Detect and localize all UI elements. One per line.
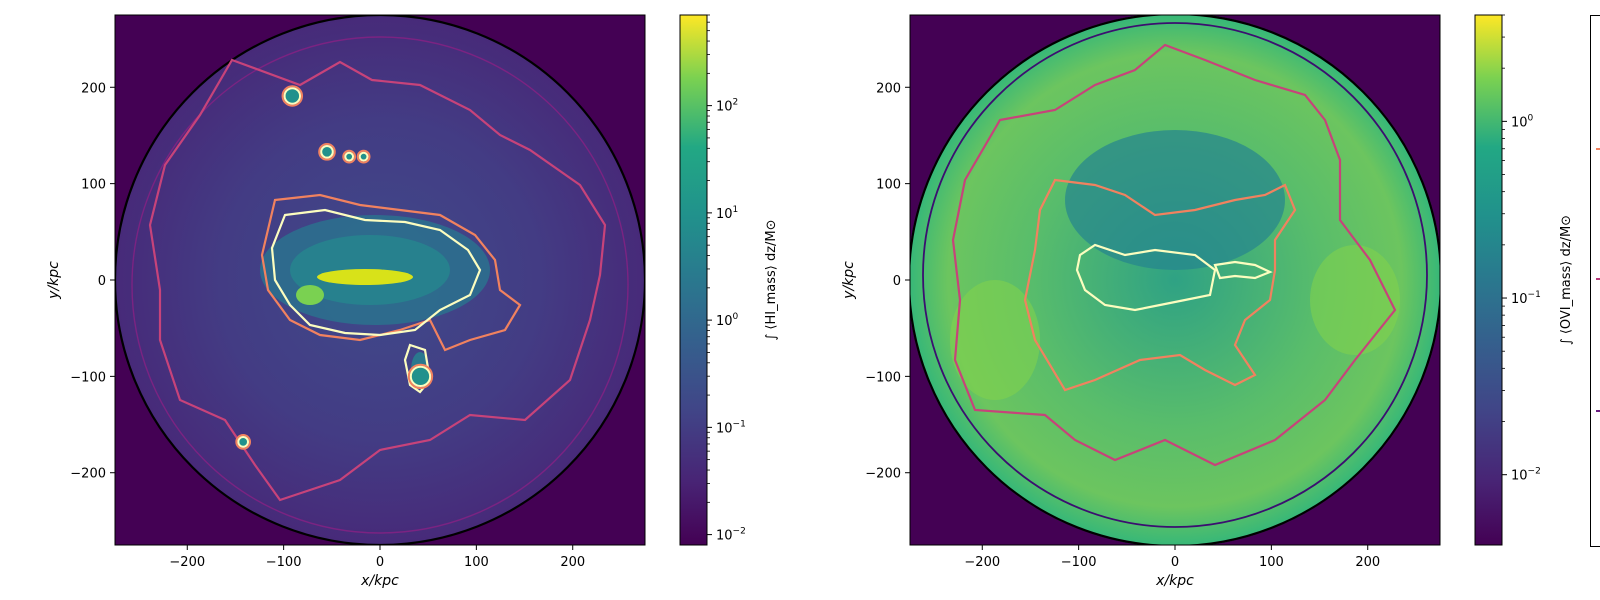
colorbar-tick-label: 10−1 — [1511, 290, 1541, 307]
contour-level-2 — [131, 36, 629, 534]
y-tick-label: −200 — [70, 467, 106, 482]
colorbar-tick-label: 101 — [716, 205, 738, 222]
disk-center-glow — [296, 285, 324, 305]
third-panel-marker-2 — [1596, 278, 1600, 280]
contour-level-2 — [922, 22, 1428, 528]
clump-core — [283, 87, 302, 105]
y-axis-label: y/kpc — [46, 261, 62, 300]
map-area — [115, 15, 645, 545]
clump-core — [344, 151, 355, 162]
x-tick-label: −100 — [266, 555, 302, 570]
colorbar-ticks: 10−2 10−1 100 101 102 — [707, 14, 746, 544]
y-axis: −200 −100 0 100 200 — [70, 81, 115, 482]
clump-core — [320, 145, 334, 159]
colorbar-tick-label: 102 — [716, 98, 738, 115]
colorbar-bar — [1474, 14, 1503, 546]
outer-bright-left — [950, 280, 1040, 400]
contours — [910, 15, 1440, 545]
y-tick-label: 200 — [81, 81, 106, 96]
x-tick-label: 200 — [560, 555, 585, 570]
inner-gas — [1065, 130, 1285, 270]
x-axis-label: x/kpc — [360, 573, 399, 589]
x-axis-label: x/kpc — [1155, 573, 1194, 589]
x-tick-label: 100 — [1259, 555, 1284, 570]
halo-region — [910, 15, 1440, 545]
colorbar-tick-label: 10−2 — [716, 527, 746, 544]
ovi-mass-chart: −200 −100 0 100 200 −200 −100 0 100 200 x/kpc y/… — [841, 14, 1574, 589]
contours — [115, 15, 645, 545]
clump-outer-contour — [235, 434, 252, 450]
contour-level-3 — [148, 58, 607, 502]
hi-mass-chart: −200 −100 0 100 200 −200 −100 0 100 200 x/kpc y/… — [46, 14, 779, 589]
colorbar-tick-label: 100 — [716, 312, 739, 329]
y-axis: −200 −100 0 100 200 — [865, 81, 910, 482]
y-tick-label: −100 — [865, 370, 901, 385]
map-area — [910, 15, 1440, 545]
clump-core — [409, 365, 432, 388]
x-tick-label: 0 — [376, 555, 384, 570]
third-panel-marker-1 — [1596, 148, 1600, 150]
contour-level-3 — [951, 43, 1397, 467]
colorbar: 10−2 10−1 100 101 102 ∫ ⟨HI_mass⟩ dz/M⊙ — [679, 14, 779, 546]
clump-outer-contour — [318, 143, 336, 161]
x-tick-label: 0 — [1171, 555, 1179, 570]
colorbar-label: ∫ ⟨HI_mass⟩ dz/M⊙ — [764, 219, 779, 340]
contour-level-4 — [260, 193, 522, 352]
colorbar: 10−2 10−1 100 ∫ ⟨OVI_mass⟩ dz/M⊙ — [1474, 14, 1574, 546]
y-tick-label: −200 — [865, 467, 901, 482]
y-tick-label: 100 — [81, 178, 106, 193]
colorbar-ticks: 10−2 10−1 100 — [1502, 14, 1541, 484]
x-axis: −200 −100 0 100 200 — [169, 545, 585, 570]
colorbar-label: ∫ ⟨OVI_mass⟩ dz/M⊙ — [1559, 215, 1574, 345]
third-panel-marker-3 — [1596, 410, 1600, 412]
third-panel-edge — [1590, 15, 1600, 547]
y-tick-label: −100 — [70, 370, 106, 385]
x-axis: −200 −100 0 100 200 — [964, 545, 1380, 570]
clump-outer-contour — [407, 363, 434, 390]
x-tick-label: 200 — [1355, 555, 1380, 570]
contour-tail — [403, 343, 432, 394]
colorbar-bar — [679, 14, 708, 546]
y-tick-label: 200 — [876, 81, 901, 96]
clump-outer-contour — [281, 85, 304, 107]
clump-core — [237, 436, 250, 448]
clump-outer-contour — [342, 149, 357, 164]
x-tick-label: 100 — [464, 555, 489, 570]
contour-arm — [1213, 260, 1273, 280]
clump-outer-contour — [356, 149, 371, 164]
x-tick-label: −100 — [1061, 555, 1097, 570]
contour-level-4 — [1023, 178, 1297, 392]
y-tick-label: 0 — [893, 274, 901, 289]
y-tick-label: 0 — [98, 274, 106, 289]
outer-bright-right — [1310, 245, 1400, 355]
colorbar-tick-label: 10−2 — [1511, 467, 1541, 484]
y-axis-label: y/kpc — [841, 261, 857, 300]
colorbar-tick-label: 100 — [1511, 113, 1534, 130]
contour-level-5 — [1075, 243, 1217, 312]
x-tick-label: −200 — [169, 555, 205, 570]
colorbar-tick-label: 10−1 — [716, 419, 746, 436]
clump-markers — [235, 85, 434, 450]
disk-center — [317, 269, 413, 285]
y-tick-label: 100 — [876, 178, 901, 193]
clump-core — [358, 151, 369, 162]
contour-level-5 — [270, 208, 482, 337]
x-tick-label: −200 — [964, 555, 1000, 570]
